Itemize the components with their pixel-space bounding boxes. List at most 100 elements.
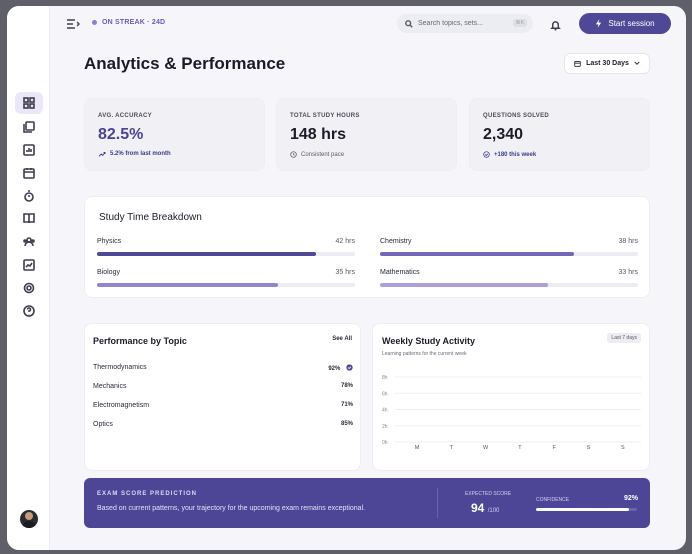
- date-range-label: Last 30 Days: [586, 60, 629, 67]
- see-all-link[interactable]: See All: [332, 336, 352, 342]
- stat-sub-text: +180 this week: [494, 151, 537, 158]
- x-tick-label: M: [415, 445, 420, 451]
- breakdown-fill: [380, 252, 574, 256]
- breakdown-name: Biology: [97, 269, 120, 276]
- expected-score: 94 /100: [471, 501, 499, 515]
- dashboard-icon[interactable]: [15, 92, 43, 114]
- stat-value: 2,340: [483, 126, 524, 143]
- date-range-dropdown[interactable]: Last 30 Days: [564, 53, 650, 74]
- topic-pct-value: 85%: [340, 421, 353, 427]
- topic-name: Optics: [93, 421, 113, 428]
- x-tick-label: S: [587, 445, 591, 451]
- stat-sub-text: 5.2% from last month: [110, 151, 171, 157]
- confidence-value: 92%: [624, 495, 639, 502]
- confidence-label: CONFIDENCE: [536, 497, 570, 503]
- breakdown-fill: [380, 283, 548, 287]
- start-session-button[interactable]: Start session: [579, 13, 671, 34]
- topic-pct-value: 78%: [340, 383, 353, 389]
- streak-indicator: ON STREAK · 24D: [92, 19, 165, 26]
- exam-score-prediction: EXAM SCORE PREDICTION Based on current p…: [84, 478, 650, 528]
- app-window: ON STREAK · 24D ⌘K Start session Analyti…: [7, 6, 686, 550]
- breakdown-fill: [97, 283, 278, 287]
- y-tick-label: 6h: [382, 391, 388, 397]
- breakdown-title: Study Time Breakdown: [99, 212, 202, 223]
- breakdown-hours: 33 hrs: [618, 269, 638, 276]
- topic-row[interactable]: Mechanics 78%: [93, 383, 353, 390]
- search-icon: [405, 19, 413, 28]
- library-icon[interactable]: [15, 116, 43, 138]
- weekly-study-activity: Weekly Study Activity Learning patterns …: [372, 323, 650, 471]
- prediction-divider: [437, 488, 438, 518]
- stat-label: AVG. ACCURACY: [98, 113, 152, 119]
- topic-row[interactable]: Optics 85%: [93, 421, 353, 428]
- breakdown-name: Mathematics: [380, 269, 420, 276]
- confidence-track: [536, 508, 637, 511]
- stat-value: 82.5%: [98, 126, 144, 143]
- users-icon[interactable]: [15, 231, 43, 253]
- stat-sub: +180 this week: [483, 151, 536, 158]
- breakdown-name: Chemistry: [380, 238, 412, 245]
- topic-pct: 92%: [328, 364, 353, 372]
- trend-up-icon: [98, 152, 106, 157]
- x-tick-label: T: [518, 445, 522, 451]
- stat-card-questions: QUESTIONS SOLVED 2,340 +180 this week: [469, 98, 650, 171]
- search-shortcut: ⌘K: [512, 19, 527, 27]
- y-tick-label: 8h: [382, 375, 388, 381]
- expected-score-value: 94: [471, 501, 485, 515]
- x-tick-label: S: [621, 445, 625, 451]
- avatar[interactable]: [20, 510, 38, 528]
- stat-card-accuracy: AVG. ACCURACY 82.5% 5.2% from last month: [84, 98, 265, 171]
- calendar-small-icon: [574, 60, 581, 67]
- weekly-range-badge: Last 7 days: [607, 333, 641, 343]
- chevron-down-icon: [634, 61, 640, 65]
- topic-name: Electromagnetism: [93, 402, 150, 409]
- settings-icon[interactable]: [15, 277, 43, 299]
- y-tick-label: 0h: [382, 440, 388, 446]
- page-title: Analytics & Performance: [84, 54, 286, 73]
- stat-label: QUESTIONS SOLVED: [483, 113, 550, 119]
- search-input[interactable]: [418, 20, 510, 27]
- breakdown-track: [380, 252, 638, 256]
- stat-sub-text: Consistent pace: [301, 151, 345, 158]
- breakdown-name: Physics: [97, 238, 122, 245]
- streak-label: ON STREAK · 24D: [102, 19, 166, 26]
- breakdown-hours: 38 hrs: [618, 238, 638, 245]
- x-tick-label: W: [483, 445, 489, 451]
- timer-icon[interactable]: [15, 185, 43, 207]
- calendar-icon[interactable]: [15, 162, 43, 184]
- topic-row[interactable]: Thermodynamics 92%: [93, 364, 353, 372]
- topbar: ON STREAK · 24D ⌘K Start session: [50, 6, 686, 42]
- menu-collapse-icon[interactable]: [66, 18, 80, 30]
- notifications-button[interactable]: [550, 18, 562, 31]
- stat-value: 148 hrs: [290, 126, 347, 143]
- book-icon[interactable]: [15, 207, 43, 229]
- topic-row[interactable]: Electromagnetism 71%: [93, 402, 353, 409]
- confidence-fill: [536, 508, 629, 511]
- prediction-text: Based on current patterns, your trajecto…: [97, 505, 366, 512]
- y-tick-label: 4h: [382, 408, 388, 414]
- study-time-breakdown: Study Time Breakdown Physics 42 hrs Chem…: [84, 196, 650, 298]
- breakdown-fill: [97, 252, 317, 256]
- expected-score-total: /100: [487, 508, 500, 514]
- verified-badge-icon: [346, 364, 353, 371]
- prediction-heading: EXAM SCORE PREDICTION: [97, 491, 198, 497]
- help-icon[interactable]: [15, 300, 43, 322]
- report-icon[interactable]: [15, 254, 43, 276]
- sidebar: [7, 6, 50, 550]
- performance-by-topic: Performance by Topic See All Thermodynam…: [84, 323, 361, 471]
- x-tick-label: T: [450, 445, 454, 451]
- topic-name: Thermodynamics: [93, 364, 147, 371]
- breakdown-track: [97, 252, 355, 256]
- expected-score-label: EXPECTED SCORE: [465, 491, 512, 497]
- search-box[interactable]: ⌘K: [397, 14, 533, 33]
- weekly-title: Weekly Study Activity: [382, 336, 476, 346]
- history-icon: [290, 151, 297, 158]
- bell-icon: [550, 21, 561, 31]
- x-tick-label: F: [553, 445, 557, 451]
- y-tick-label: 2h: [382, 424, 388, 430]
- topic-pct-value: 71%: [340, 402, 353, 408]
- breakdown-hours: 35 hrs: [335, 269, 355, 276]
- chart-icon[interactable]: [15, 139, 43, 161]
- weekly-chart: 8h 6h 4h 2h 0h M T W T F S S: [382, 375, 641, 451]
- topic-pct-value: 92%: [328, 366, 341, 372]
